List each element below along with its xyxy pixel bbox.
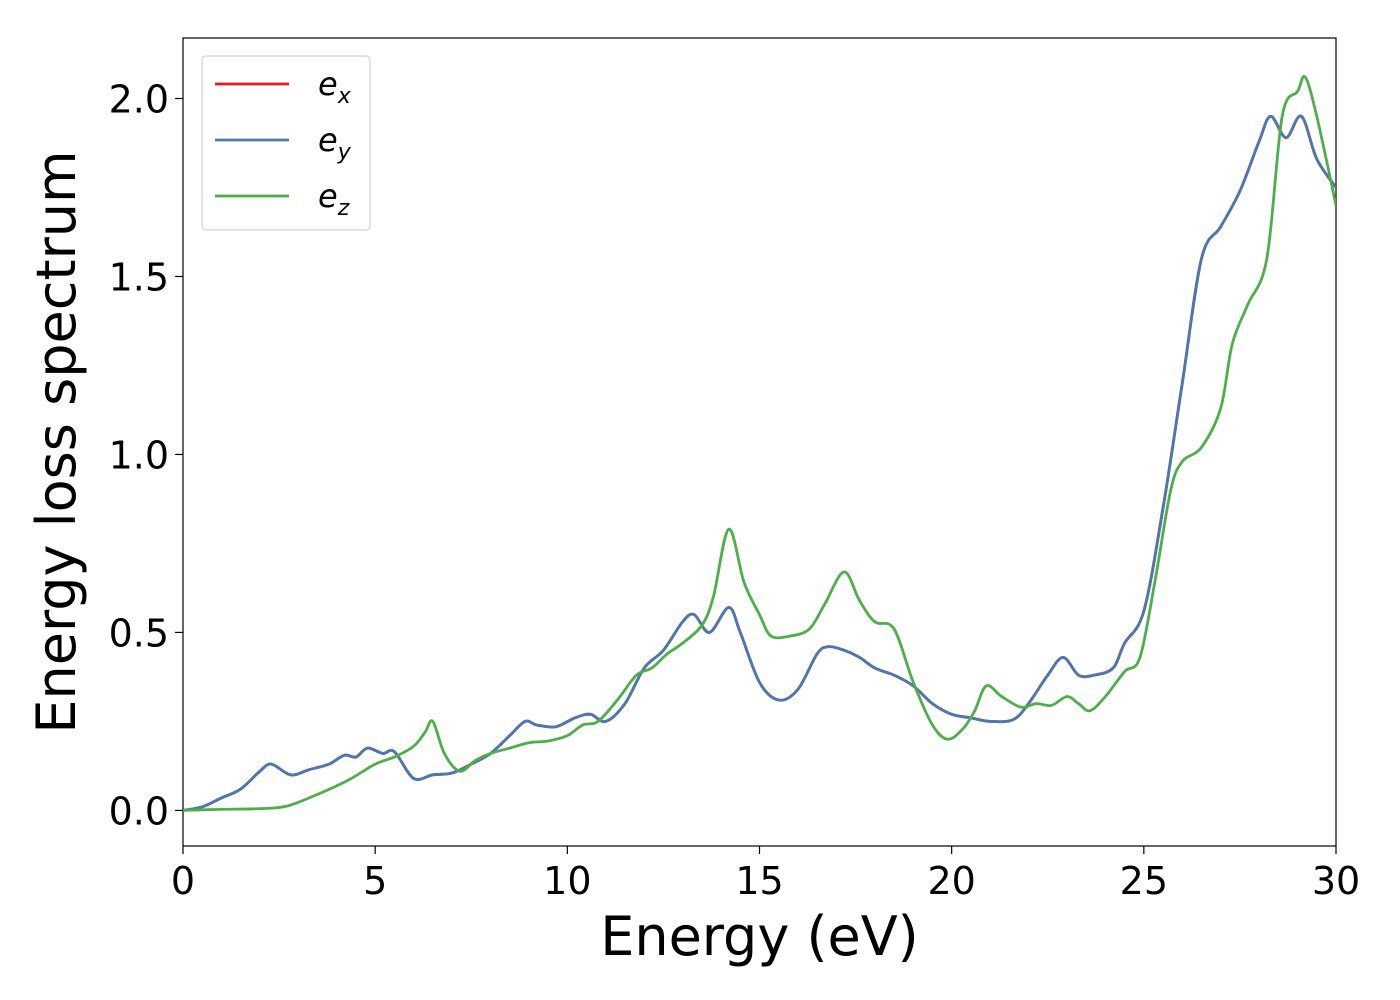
x-tick-label: 25 bbox=[1120, 859, 1168, 903]
legend-label-e-y: ey bbox=[318, 121, 352, 165]
x-axis-ticks: 0 5 10 15 20 25 30 bbox=[171, 846, 1360, 903]
y-tick-label: 1.0 bbox=[109, 433, 169, 477]
x-tick-label: 20 bbox=[927, 859, 975, 903]
legend-entries: ex ey ez bbox=[215, 65, 352, 221]
y-tick-label: 0.0 bbox=[109, 789, 169, 833]
x-axis-label: Energy (eV) bbox=[600, 905, 919, 968]
x-tick-label: 30 bbox=[1312, 859, 1360, 903]
series-line-e-z bbox=[183, 74, 1336, 812]
legend-frame bbox=[201, 55, 371, 231]
series-line-e-y bbox=[183, 114, 1336, 812]
legend-label-e-x: ex bbox=[318, 65, 352, 109]
plot-area: 0 5 10 15 20 25 30 0.0 0.5 1.0 1.5 2.0 bbox=[109, 37, 1360, 903]
x-tick-label: 15 bbox=[735, 859, 783, 903]
x-tick-label: 10 bbox=[543, 859, 591, 903]
series-lines bbox=[183, 74, 1336, 812]
y-tick-label: 1.5 bbox=[109, 255, 169, 299]
x-tick-label: 0 bbox=[171, 859, 195, 903]
y-axis-ticks: 0.0 0.5 1.0 1.5 2.0 bbox=[109, 78, 183, 833]
y-tick-label: 0.5 bbox=[109, 611, 169, 655]
legend-label-e-z: ez bbox=[318, 177, 350, 221]
legend: ex ey ez bbox=[201, 55, 371, 231]
x-tick-label: 5 bbox=[363, 859, 387, 903]
y-tick-label: 2.0 bbox=[109, 78, 169, 122]
y-axis-label: Energy loss spectrum bbox=[25, 150, 88, 733]
